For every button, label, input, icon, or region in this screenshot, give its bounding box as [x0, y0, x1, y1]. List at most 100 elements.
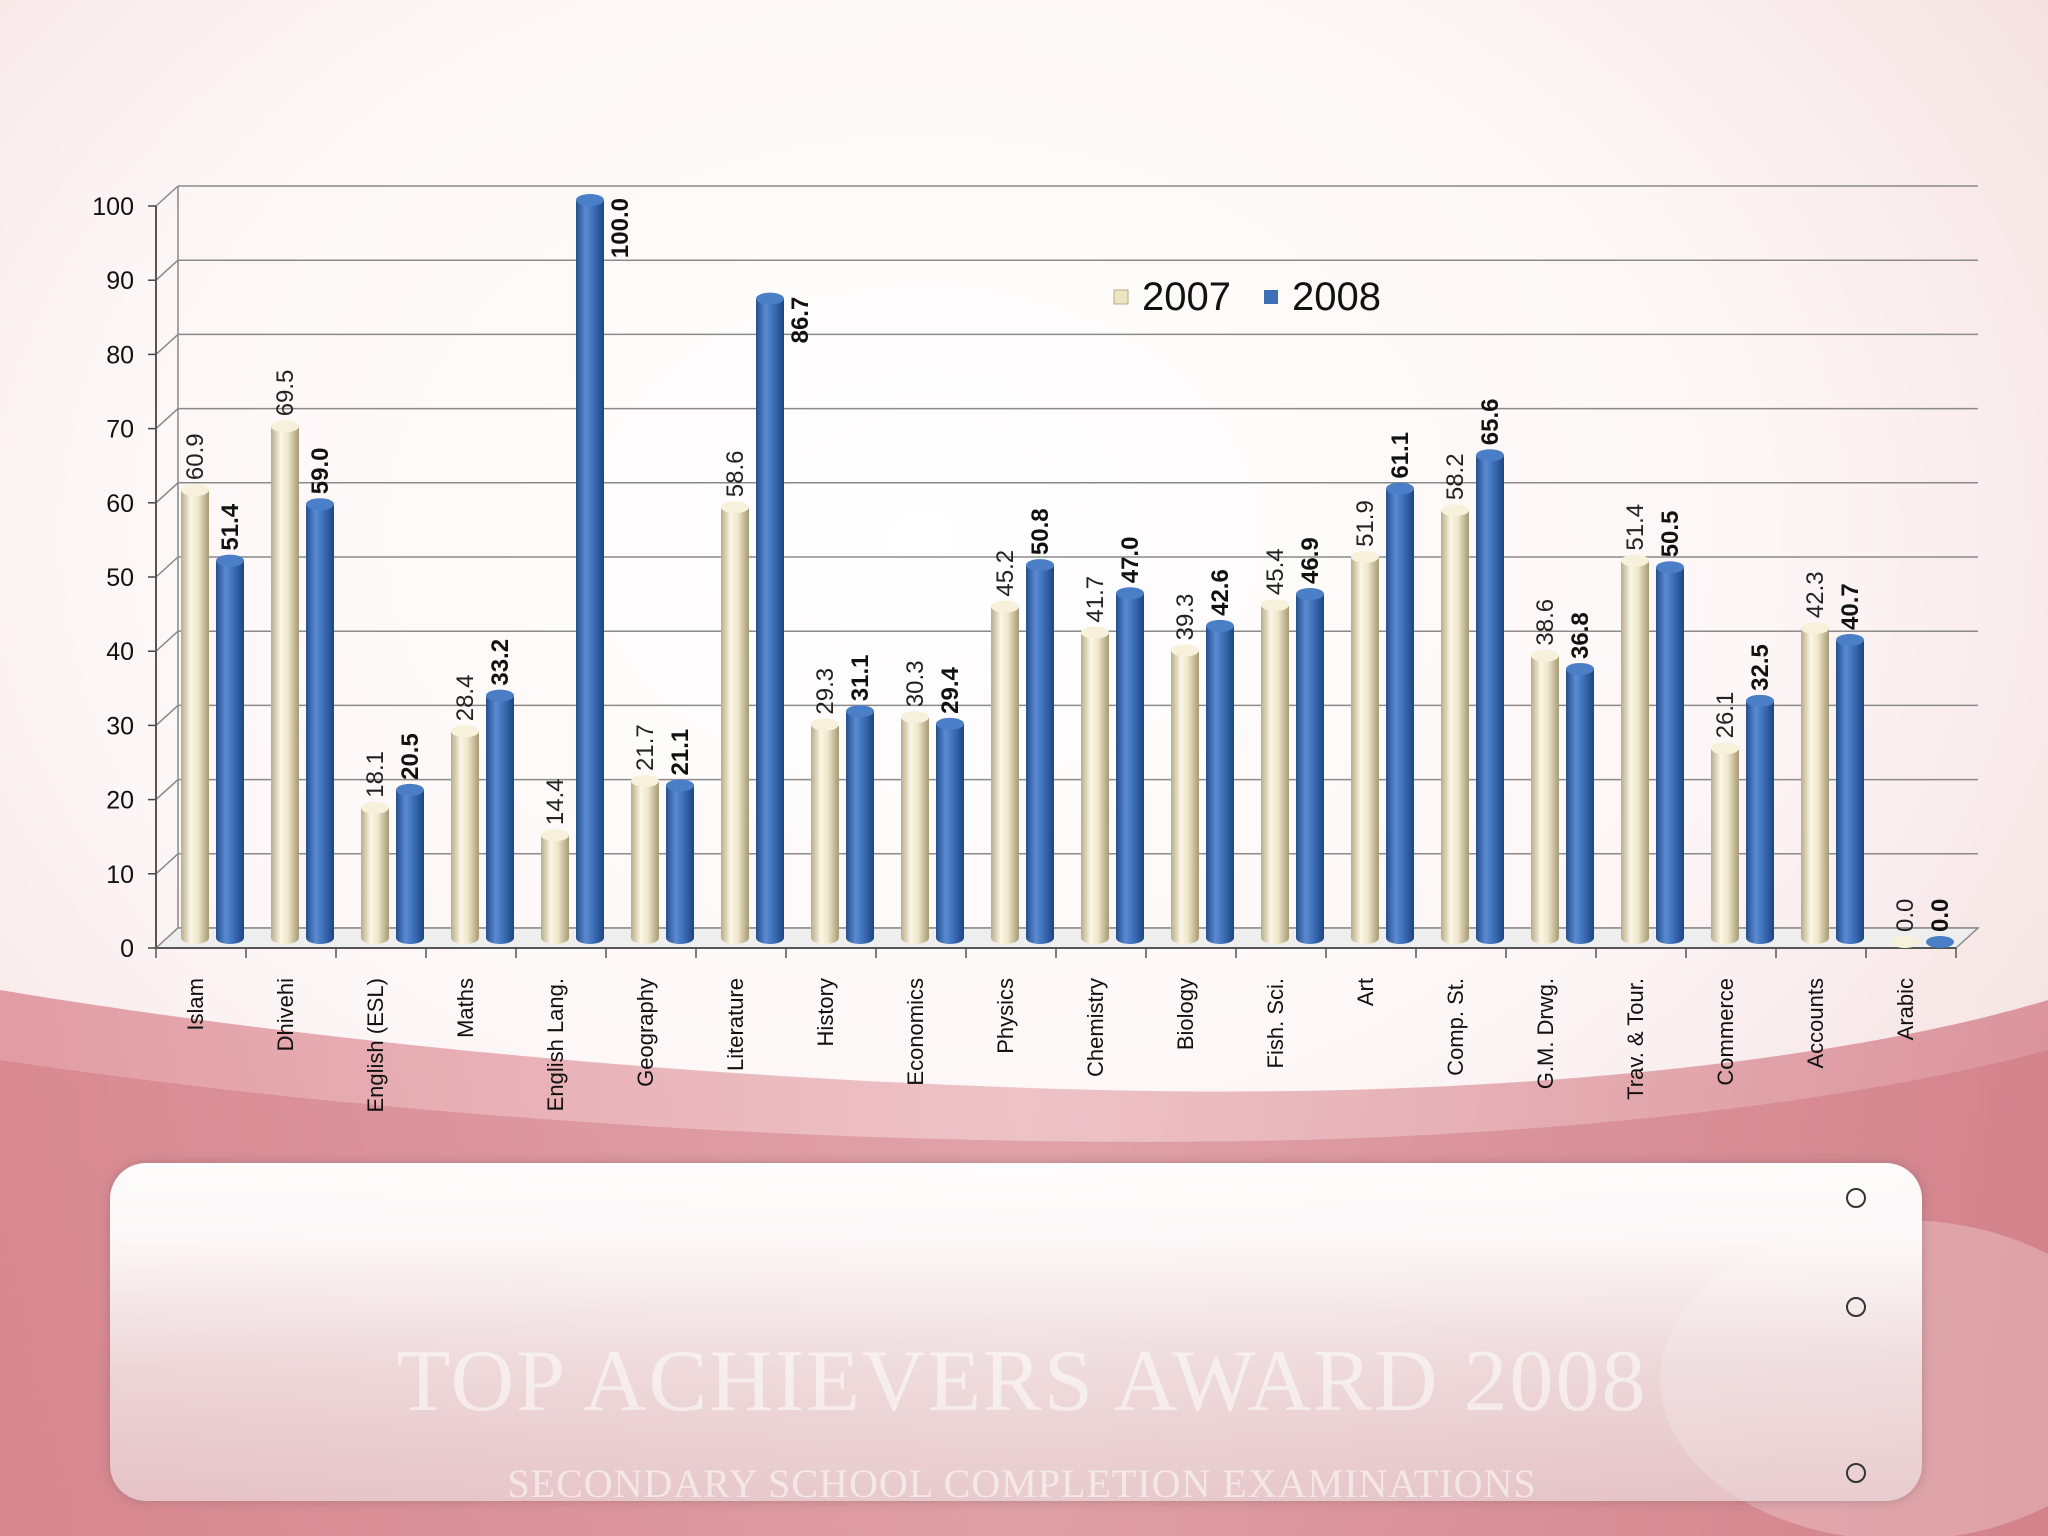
data-label-2008: 20.5: [397, 733, 424, 780]
chart-axes: 0 10 20 30 40 50 60 70 80 90 100 Islam Dhivehi Englis…: [92, 193, 1957, 1113]
data-label-2008: 42.6: [1207, 569, 1234, 616]
data-label-2007: 60.9: [182, 433, 209, 480]
bar-2008: [1656, 561, 1684, 944]
bar-2007: [1531, 649, 1559, 944]
bar-2008: [846, 705, 874, 944]
data-label-2007: 26.1: [1712, 692, 1739, 739]
bar-2007: [1621, 554, 1649, 944]
bar-2008: [1116, 587, 1144, 944]
grid-diagonal: [155, 779, 179, 801]
watermark-subtitle: SECONDARY SCHOOL COMPLETION EXAMINATIONS: [507, 1461, 1536, 1506]
x-tick-label: Trav. & Tour.: [1623, 978, 1648, 1100]
bar-2008: [936, 717, 964, 944]
x-tick-label: Arabic: [1893, 978, 1918, 1040]
x-tick-label: English Lang.: [543, 978, 568, 1111]
bar-2007: [721, 501, 749, 944]
data-label-2007: 30.3: [902, 660, 929, 707]
y-tick-label: 0: [120, 935, 134, 963]
data-label-2008: 47.0: [1117, 537, 1144, 584]
bar-2008: [1836, 634, 1864, 944]
data-label-2007: 51.9: [1352, 500, 1379, 547]
content-textbox[interactable]: [110, 1163, 1922, 1501]
y-tick-label: 70: [106, 416, 134, 444]
data-label-2007: 42.3: [1802, 571, 1829, 618]
grid-diagonal: [155, 704, 179, 726]
data-label-2008: 29.4: [937, 666, 964, 713]
grid-diagonal: [155, 408, 179, 430]
data-label-2008: 100.0: [607, 198, 634, 258]
x-tick-label: History: [813, 978, 838, 1046]
x-tick-label: Economics: [903, 978, 928, 1086]
y-tick-label: 60: [106, 490, 134, 518]
bar-2008: [576, 194, 604, 944]
bar-2007: [1891, 936, 1919, 948]
bar-2008: [1206, 619, 1234, 944]
data-label-2007: 38.6: [1532, 599, 1559, 646]
chart-grid: [154, 185, 1980, 949]
data-label-2007: 39.3: [1172, 594, 1199, 641]
x-tick-label: Maths: [453, 978, 478, 1038]
y-tick-label: 20: [106, 787, 134, 815]
grid-diagonal: [155, 333, 179, 355]
data-label-2007: 28.4: [452, 675, 479, 722]
bullet-icon: [1846, 1297, 1866, 1317]
x-tick-label: Dhivehi: [273, 978, 298, 1051]
grid-diagonal: [155, 556, 179, 578]
legend-label-2007: 2007: [1142, 275, 1231, 319]
y-tick-label: 10: [106, 861, 134, 889]
x-tick-label: Art: [1353, 978, 1378, 1006]
y-tick-label: 40: [106, 638, 134, 666]
x-tick-label: Physics: [993, 978, 1018, 1054]
x-tick-label: Islam: [183, 978, 208, 1031]
y-tick-label: 30: [106, 712, 134, 740]
bar-2008: [756, 292, 784, 944]
x-tick-label: Literature: [723, 978, 748, 1071]
data-label-2008: 31.1: [847, 655, 874, 702]
bar-2007: [361, 801, 389, 944]
bar-2008: [216, 554, 244, 944]
data-label-2007: 14.4: [542, 778, 569, 825]
data-label-2007: 21.7: [632, 724, 659, 771]
data-label-2007: 58.6: [722, 450, 749, 497]
bar-2008: [1476, 449, 1504, 944]
data-label-2007: 58.2: [1442, 453, 1469, 500]
chart-legend: 2007 2008: [1113, 275, 1381, 319]
x-tick-label: Accounts: [1803, 978, 1828, 1069]
bullet-icon: [1846, 1463, 1866, 1483]
data-label-2008: 59.0: [307, 448, 334, 495]
x-tick-label: English (ESL): [363, 978, 388, 1113]
bar-2007: [901, 711, 929, 944]
data-label-2007: 51.4: [1622, 504, 1649, 551]
grid-diagonal: [155, 853, 179, 875]
bar-2007: [1711, 742, 1739, 944]
y-tick-label: 80: [106, 341, 134, 369]
watermark-title: TOP ACHIEVERS AWARD 2008: [396, 1333, 1647, 1430]
x-tick-label: Chemistry: [1083, 978, 1108, 1077]
x-tick-label: Fish. Sci.: [1263, 978, 1288, 1068]
y-tick-label: 100: [92, 193, 134, 221]
bar-2007: [631, 774, 659, 944]
bar-2007: [451, 725, 479, 944]
data-label-2007: 18.1: [362, 751, 389, 798]
bar-2007: [1351, 550, 1379, 944]
bar-2007: [1171, 644, 1199, 944]
bar-2007: [1081, 626, 1109, 944]
data-label-2007: 41.7: [1082, 576, 1109, 623]
data-label-2008: 32.5: [1747, 644, 1774, 691]
bar-2007: [1801, 622, 1829, 944]
bar-2007: [991, 600, 1019, 944]
legend-swatch-2008: [1264, 290, 1278, 304]
bar-2008: [666, 779, 694, 944]
chart-bars: [181, 194, 1954, 948]
bar-2007: [271, 420, 299, 944]
bar-2008: [1026, 559, 1054, 944]
watermark: TOP ACHIEVERS AWARD 2008 SECONDARY SCHOO…: [396, 1333, 1647, 1506]
data-label-2008: 0.0: [1927, 899, 1954, 932]
legend-label-2008: 2008: [1292, 275, 1381, 319]
grid-diagonal: [155, 482, 179, 504]
data-label-2008: 51.4: [217, 503, 244, 550]
bar-2008: [486, 689, 514, 944]
data-label-2007: 0.0: [1892, 899, 1919, 932]
legend-swatch-2007: [1113, 289, 1129, 305]
